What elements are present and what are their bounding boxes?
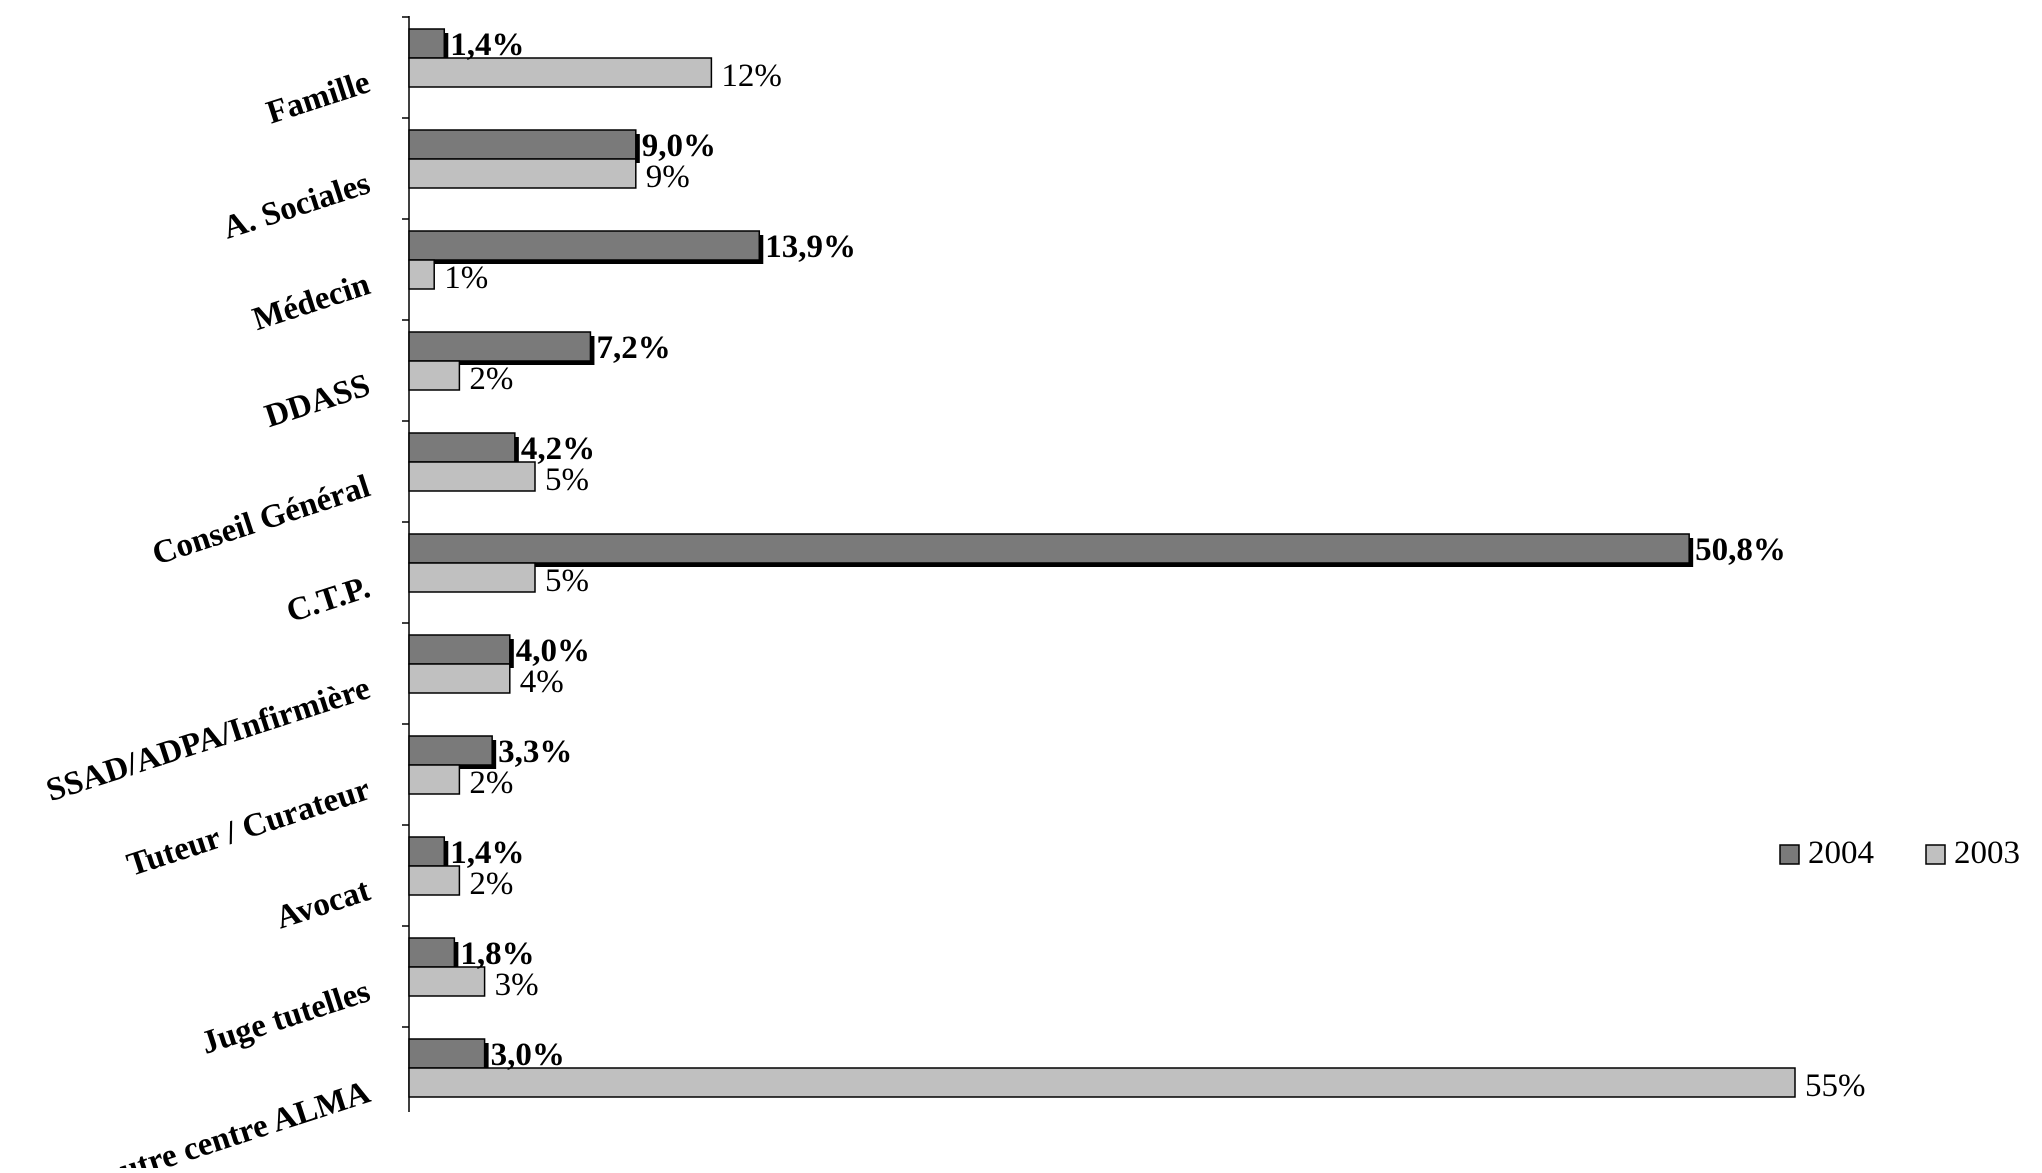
bar-2003 <box>408 764 461 795</box>
bar-2003 <box>408 57 713 88</box>
category-label: Avocat <box>272 872 375 936</box>
category-label: Conseil Général <box>148 468 374 572</box>
category-label: autre centre ALMA <box>100 1074 375 1168</box>
category-label: DDASS <box>260 367 374 435</box>
data-label-2003: 4% <box>520 664 564 700</box>
category-label: Tuteur / Curateur <box>123 771 375 883</box>
data-label-2003: 12% <box>721 58 782 94</box>
data-label-2004: 7,2% <box>596 330 670 366</box>
bar-2004 <box>408 129 637 160</box>
bar-2004 <box>408 937 456 968</box>
axis-group <box>402 16 410 1112</box>
bar-2004 <box>408 836 446 867</box>
legend-label-2004: 2004 <box>1808 835 1874 871</box>
data-label-2004: 4,0% <box>516 633 590 669</box>
data-label-2004: 3,0% <box>491 1037 565 1073</box>
category-label: Médecin <box>248 266 374 338</box>
data-label-2004: 4,2% <box>521 431 595 467</box>
data-label-2003: 5% <box>545 462 589 498</box>
category-label: Juge tutelles <box>197 973 375 1061</box>
bar-2004 <box>408 533 1690 564</box>
bar-2004 <box>408 735 493 766</box>
data-label-2004: 9,0% <box>642 128 716 164</box>
legend-label-2003: 2003 <box>1954 835 2020 871</box>
bar-2003 <box>408 562 536 593</box>
data-label-2004: 1,8% <box>460 936 534 972</box>
data-label-2004: 1,4% <box>450 27 524 63</box>
bar-2004 <box>408 634 511 665</box>
bar-2003 <box>408 1067 1796 1098</box>
category-label: Famille <box>262 64 374 131</box>
data-label-2004: 50,8% <box>1695 532 1786 568</box>
bar-2003 <box>408 966 486 997</box>
bar-2004 <box>408 331 592 362</box>
bar-2004 <box>408 1038 486 1069</box>
data-label-2003: 2% <box>469 765 513 801</box>
bar-2004 <box>408 230 761 261</box>
category-label: A. Sociales <box>219 165 375 246</box>
bar-2003 <box>408 360 461 391</box>
bar-2003 <box>408 663 511 694</box>
data-label-2003: 1% <box>444 260 488 296</box>
legend: 2004 2003 <box>1779 835 2020 871</box>
bar-2003 <box>408 461 536 492</box>
bar-2003 <box>408 158 637 189</box>
bars-group <box>408 28 1796 1098</box>
bar-2004 <box>408 432 516 463</box>
bar-2003 <box>408 259 435 290</box>
data-label-2004: 3,3% <box>498 734 572 770</box>
legend-item-2003: 2003 <box>1925 835 2020 871</box>
data-label-2003: 2% <box>469 361 513 397</box>
data-label-2003: 9% <box>646 159 690 195</box>
bar-2003 <box>408 865 461 896</box>
bar-2004 <box>408 28 446 59</box>
data-label-2004: 1,4% <box>450 835 524 871</box>
data-label-2003: 5% <box>545 563 589 599</box>
data-label-2003: 3% <box>495 967 539 1003</box>
data-label-2003: 2% <box>469 866 513 902</box>
legend-item-2004: 2004 <box>1779 835 1874 871</box>
legend-swatch-2004 <box>1779 844 1800 865</box>
data-label-2003: 55% <box>1805 1068 1866 1104</box>
category-label: C.T.P. <box>282 569 374 630</box>
data-label-2004: 13,9% <box>765 229 856 265</box>
labels-group: 1,4% 12% Famille 9,0%9% A. Sociales 13,9% 1% Mé… <box>42 27 1866 1173</box>
legend-swatch-2003 <box>1925 844 1946 865</box>
